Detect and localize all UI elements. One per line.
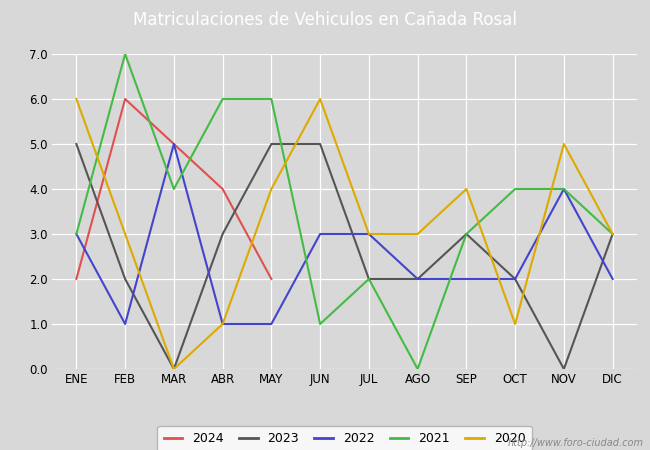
2022 — [170, 141, 178, 147]
2022 — [463, 276, 471, 282]
Line: 2023: 2023 — [77, 144, 612, 369]
2021 — [608, 231, 616, 237]
2021 — [72, 231, 81, 237]
Text: Matriculaciones de Vehiculos en Cañada Rosal: Matriculaciones de Vehiculos en Cañada R… — [133, 11, 517, 29]
2023 — [72, 141, 81, 147]
2020 — [365, 231, 373, 237]
2022 — [316, 231, 324, 237]
2023 — [121, 276, 129, 282]
2023 — [365, 276, 373, 282]
Line: 2020: 2020 — [77, 99, 612, 369]
2022 — [268, 321, 276, 327]
2024 — [72, 276, 81, 282]
2021 — [511, 186, 519, 192]
2022 — [365, 231, 373, 237]
2023 — [463, 231, 471, 237]
Line: 2022: 2022 — [77, 144, 612, 324]
2022 — [72, 231, 81, 237]
2024 — [268, 276, 276, 282]
2024 — [121, 96, 129, 102]
Legend: 2024, 2023, 2022, 2021, 2020: 2024, 2023, 2022, 2021, 2020 — [157, 426, 532, 450]
2023 — [218, 231, 227, 237]
2023 — [608, 231, 616, 237]
2023 — [560, 366, 568, 372]
2024 — [218, 186, 227, 192]
2020 — [121, 231, 129, 237]
2021 — [170, 186, 178, 192]
2021 — [316, 321, 324, 327]
2023 — [170, 366, 178, 372]
2021 — [218, 96, 227, 102]
2023 — [268, 141, 276, 147]
2020 — [170, 366, 178, 372]
2024 — [170, 141, 178, 147]
2023 — [316, 141, 324, 147]
Line: 2021: 2021 — [77, 54, 612, 369]
2020 — [316, 96, 324, 102]
2022 — [560, 186, 568, 192]
2020 — [72, 96, 81, 102]
2020 — [413, 231, 421, 237]
2022 — [608, 276, 616, 282]
2020 — [463, 186, 471, 192]
2020 — [560, 141, 568, 147]
2022 — [218, 321, 227, 327]
2020 — [608, 231, 616, 237]
2021 — [463, 231, 471, 237]
2020 — [268, 186, 276, 192]
Line: 2024: 2024 — [77, 99, 272, 279]
Text: http://www.foro-ciudad.com: http://www.foro-ciudad.com — [508, 438, 644, 448]
2021 — [365, 276, 373, 282]
2023 — [413, 276, 421, 282]
2022 — [511, 276, 519, 282]
2022 — [413, 276, 421, 282]
2020 — [511, 321, 519, 327]
2020 — [218, 321, 227, 327]
2021 — [121, 51, 129, 57]
2022 — [121, 321, 129, 327]
2021 — [560, 186, 568, 192]
2023 — [511, 276, 519, 282]
2021 — [268, 96, 276, 102]
2021 — [413, 366, 421, 372]
